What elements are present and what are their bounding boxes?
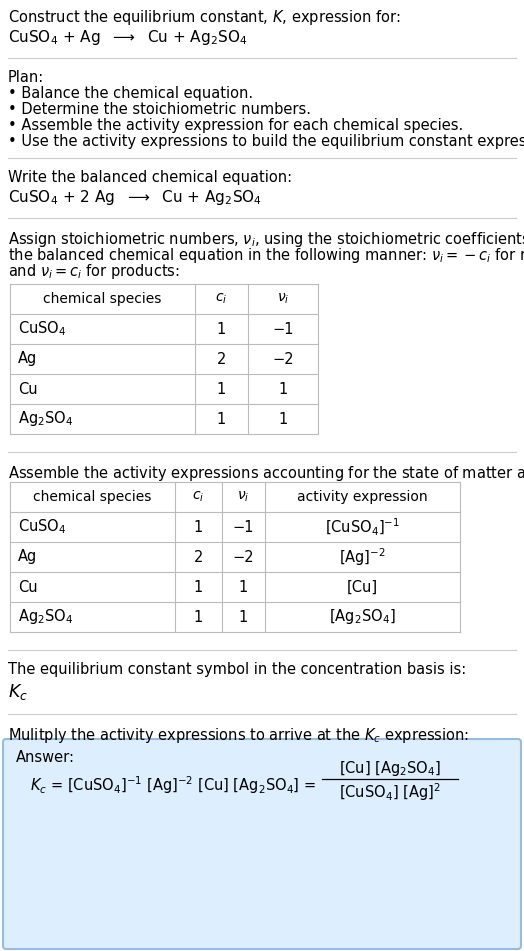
Text: Construct the equilibrium constant, $K$, expression for:: Construct the equilibrium constant, $K$,… (8, 8, 401, 27)
Text: 1: 1 (194, 610, 203, 625)
Text: • Balance the chemical equation.: • Balance the chemical equation. (8, 86, 253, 101)
Text: $c_i$: $c_i$ (192, 490, 205, 504)
Text: 1: 1 (239, 579, 248, 594)
Text: CuSO$_4$: CuSO$_4$ (18, 517, 67, 536)
Text: [CuSO$_4$]$^{-1}$: [CuSO$_4$]$^{-1}$ (325, 516, 400, 537)
Text: 1: 1 (278, 381, 288, 397)
Text: Ag$_2$SO$_4$: Ag$_2$SO$_4$ (18, 410, 73, 429)
Text: The equilibrium constant symbol in the concentration basis is:: The equilibrium constant symbol in the c… (8, 662, 466, 677)
Text: Plan:: Plan: (8, 70, 44, 85)
Text: [Ag$_2$SO$_4$]: [Ag$_2$SO$_4$] (329, 608, 396, 627)
Text: activity expression: activity expression (297, 490, 428, 504)
Text: 1: 1 (217, 412, 226, 426)
Text: Write the balanced chemical equation:: Write the balanced chemical equation: (8, 170, 292, 185)
Text: −1: −1 (233, 519, 254, 534)
Text: Ag: Ag (18, 352, 37, 366)
Text: CuSO$_4$ + Ag  $\longrightarrow$  Cu + Ag$_2$SO$_4$: CuSO$_4$ + Ag $\longrightarrow$ Cu + Ag$… (8, 28, 247, 47)
Text: [Ag]$^{-2}$: [Ag]$^{-2}$ (339, 546, 386, 568)
Text: and $\nu_i = c_i$ for products:: and $\nu_i = c_i$ for products: (8, 262, 180, 281)
FancyBboxPatch shape (3, 739, 521, 949)
Text: $K_c$ = [CuSO$_4$]$^{-1}$ [Ag]$^{-2}$ [Cu] [Ag$_2$SO$_4$] =: $K_c$ = [CuSO$_4$]$^{-1}$ [Ag]$^{-2}$ [C… (30, 774, 316, 796)
Text: −1: −1 (272, 321, 294, 337)
Text: $\nu_i$: $\nu_i$ (237, 490, 250, 504)
Text: CuSO$_4$: CuSO$_4$ (18, 320, 67, 339)
Text: $c_i$: $c_i$ (215, 292, 227, 306)
Text: $\nu_i$: $\nu_i$ (277, 292, 289, 306)
Text: Ag$_2$SO$_4$: Ag$_2$SO$_4$ (18, 608, 73, 627)
Text: • Assemble the activity expression for each chemical species.: • Assemble the activity expression for e… (8, 118, 463, 133)
Text: $K_c$: $K_c$ (8, 682, 28, 702)
Text: 1: 1 (217, 321, 226, 337)
Text: −2: −2 (272, 352, 294, 366)
Text: 1: 1 (217, 381, 226, 397)
Text: 1: 1 (194, 519, 203, 534)
Text: [Cu]: [Cu] (347, 579, 378, 594)
Text: 1: 1 (194, 579, 203, 594)
Text: the balanced chemical equation in the following manner: $\nu_i = -c_i$ for react: the balanced chemical equation in the fo… (8, 246, 524, 265)
Text: 2: 2 (217, 352, 226, 366)
Text: • Determine the stoichiometric numbers.: • Determine the stoichiometric numbers. (8, 102, 311, 117)
Text: • Use the activity expressions to build the equilibrium constant expression.: • Use the activity expressions to build … (8, 134, 524, 149)
Text: Assemble the activity expressions accounting for the state of matter and $\nu_i$: Assemble the activity expressions accoun… (8, 464, 524, 483)
Text: Assign stoichiometric numbers, $\nu_i$, using the stoichiometric coefficients, $: Assign stoichiometric numbers, $\nu_i$, … (8, 230, 524, 249)
Text: Cu: Cu (18, 381, 38, 397)
Text: [Cu] [Ag$_2$SO$_4$]: [Cu] [Ag$_2$SO$_4$] (339, 759, 441, 778)
Text: chemical species: chemical species (34, 490, 151, 504)
Text: Answer:: Answer: (16, 750, 75, 765)
Text: Ag: Ag (18, 550, 37, 565)
Text: chemical species: chemical species (43, 292, 162, 306)
Text: 1: 1 (239, 610, 248, 625)
Text: 1: 1 (278, 412, 288, 426)
Text: Mulitply the activity expressions to arrive at the $K_c$ expression:: Mulitply the activity expressions to arr… (8, 726, 469, 745)
Text: −2: −2 (233, 550, 254, 565)
Text: CuSO$_4$ + 2 Ag  $\longrightarrow$  Cu + Ag$_2$SO$_4$: CuSO$_4$ + 2 Ag $\longrightarrow$ Cu + A… (8, 188, 262, 207)
Text: 2: 2 (194, 550, 203, 565)
Text: [CuSO$_4$] [Ag]$^2$: [CuSO$_4$] [Ag]$^2$ (339, 781, 441, 803)
Text: Cu: Cu (18, 579, 38, 594)
